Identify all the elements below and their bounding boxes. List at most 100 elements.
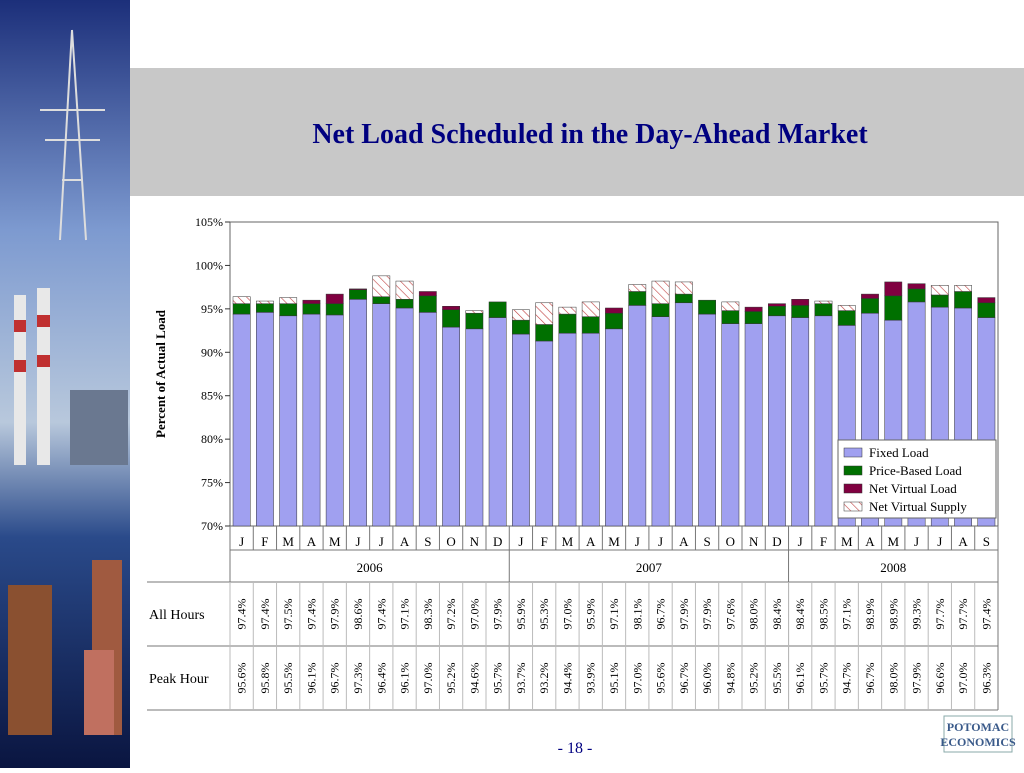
bar-segment <box>674 293 693 304</box>
x-tick-label: F <box>820 534 827 549</box>
cell-value: 98.5% <box>816 599 830 630</box>
legend-label: Fixed Load <box>869 445 929 460</box>
bar-segment <box>861 298 879 314</box>
legend-label: Price-Based Load <box>869 463 962 478</box>
bar-segment <box>744 311 763 324</box>
bar-segment <box>581 301 600 317</box>
bar-segment <box>628 291 647 306</box>
bar-segment <box>768 303 786 307</box>
bar-segment <box>372 275 391 297</box>
bar-segment <box>698 313 716 527</box>
cell-value: 95.2% <box>747 663 761 694</box>
bar-segment <box>884 281 903 297</box>
bar-segment <box>325 314 344 527</box>
cell-value: 96.4% <box>374 663 388 694</box>
bar-segment <box>558 306 577 315</box>
bar-segment <box>628 305 647 527</box>
bar-segment <box>721 301 740 311</box>
y-tick-label: 75% <box>201 476 223 490</box>
y-tick-label: 80% <box>201 432 223 446</box>
y-tick-label: 100% <box>195 258 223 272</box>
cell-value: 97.6% <box>723 599 737 630</box>
cell-value: 98.3% <box>421 599 435 630</box>
bar-segment <box>721 310 740 324</box>
x-tick-label: A <box>958 534 968 549</box>
legend-swatch <box>843 447 863 458</box>
bar-segment <box>279 315 298 527</box>
bar-segment <box>698 299 716 315</box>
cell-value: 96.1% <box>793 663 807 694</box>
cell-value: 94.4% <box>560 663 574 694</box>
cell-value: 97.0% <box>956 663 970 694</box>
cell-value: 95.3% <box>537 599 551 630</box>
bar-segment <box>325 303 344 316</box>
bar-segment <box>907 288 926 303</box>
cell-value: 97.0% <box>421 663 435 694</box>
bar-segment <box>605 328 623 527</box>
x-tick-label: F <box>261 534 268 549</box>
row-label: All Hours <box>149 608 205 623</box>
bar-segment <box>884 295 903 321</box>
bar-segment <box>837 310 856 326</box>
cell-value: 97.4% <box>235 599 249 630</box>
x-tick-label: J <box>658 534 663 549</box>
cell-value: 99.3% <box>910 599 924 630</box>
bar-segment <box>651 303 670 317</box>
bar-segment <box>349 289 367 300</box>
legend-box <box>837 439 997 519</box>
bar-segment <box>674 302 693 527</box>
cell-value: 96.7% <box>328 663 342 694</box>
x-tick-label: D <box>772 534 781 549</box>
x-tick-label: J <box>379 534 384 549</box>
slide-title: Net Load Scheduled in the Day-Ahead Mark… <box>312 119 868 150</box>
cell-value: 97.4% <box>374 599 388 630</box>
bar-segment <box>605 312 623 330</box>
bar-segment <box>768 315 786 527</box>
cell-value: 97.4% <box>258 599 272 630</box>
cell-value: 95.7% <box>491 663 505 694</box>
bar-segment <box>768 306 786 317</box>
cell-value: 97.2% <box>444 599 458 630</box>
x-tick-label: M <box>329 534 341 549</box>
cell-value: 97.4% <box>304 599 318 630</box>
bar-segment <box>558 313 577 334</box>
cell-value: 95.6% <box>235 663 249 694</box>
bar-segment <box>256 312 274 527</box>
cell-value: 95.9% <box>514 599 528 630</box>
bar-segment <box>465 310 484 314</box>
bar-segment <box>442 306 460 310</box>
cell-value: 95.7% <box>816 663 830 694</box>
bar-segment <box>488 301 507 318</box>
cell-value: 96.1% <box>398 663 412 694</box>
cell-value: 97.0% <box>467 599 481 630</box>
bar-segment <box>954 285 972 292</box>
x-tick-label: O <box>446 534 455 549</box>
bar-segment <box>395 299 414 309</box>
x-tick-label: N <box>470 534 480 549</box>
x-tick-label: M <box>887 534 899 549</box>
cell-value: 97.1% <box>607 599 621 630</box>
cell-value: 98.0% <box>747 599 761 630</box>
bar-segment <box>861 293 879 299</box>
y-tick-label: 95% <box>201 302 223 316</box>
side-photo <box>0 0 130 768</box>
bar-segment <box>837 305 856 311</box>
x-tick-label: J <box>355 534 360 549</box>
legend-label: Net Virtual Supply <box>869 499 967 514</box>
bar-segment <box>349 288 367 290</box>
x-tick-label: M <box>608 534 620 549</box>
bar-segment <box>418 291 437 297</box>
cell-value: 96.1% <box>304 663 318 694</box>
cell-value: 97.7% <box>956 599 970 630</box>
row-label: Peak Hour <box>149 672 209 687</box>
cell-value: 95.5% <box>281 663 295 694</box>
bar-segment <box>302 313 321 527</box>
bar-segment <box>651 280 670 304</box>
bar-segment <box>418 295 437 313</box>
x-tick-label: J <box>239 534 244 549</box>
cell-value: 97.9% <box>910 663 924 694</box>
cell-value: 97.1% <box>840 599 854 630</box>
cell-value: 95.9% <box>584 599 598 630</box>
bar-segment <box>465 328 484 527</box>
